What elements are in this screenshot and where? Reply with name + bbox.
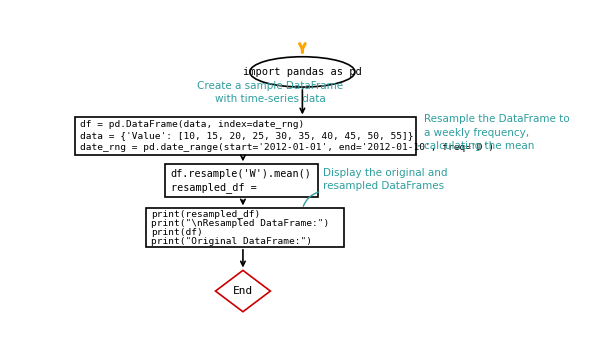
Polygon shape (215, 270, 270, 312)
Text: df.resample('W').mean(): df.resample('W').mean() (171, 169, 312, 179)
FancyArrowPatch shape (303, 192, 319, 206)
Text: End: End (233, 286, 253, 296)
Text: df = pd.DataFrame(data, index=date_rng): df = pd.DataFrame(data, index=date_rng) (80, 121, 304, 130)
Ellipse shape (250, 57, 355, 87)
Text: Resample the DataFrame to
a weekly frequency,
calculating the mean: Resample the DataFrame to a weekly frequ… (424, 114, 569, 151)
Bar (146, 208, 343, 247)
Text: print(df): print(df) (151, 228, 203, 237)
Text: print(resampled_df): print(resampled_df) (151, 209, 260, 218)
Bar (75, 117, 416, 155)
Text: data = {'Value': [10, 15, 20, 25, 30, 35, 40, 45, 50, 55]}: data = {'Value': [10, 15, 20, 25, 30, 35… (80, 131, 413, 140)
Bar (165, 164, 319, 197)
Text: date_rng = pd.date_range(start='2012-01-01', end='2012-01-10', freq='D'): date_rng = pd.date_range(start='2012-01-… (80, 142, 494, 151)
Text: resampled_df =: resampled_df = (171, 182, 257, 193)
Text: print("\nResampled DataFrame:"): print("\nResampled DataFrame:") (151, 219, 329, 228)
Text: Create a sample DataFrame
with time-series data: Create a sample DataFrame with time-seri… (197, 81, 343, 104)
Text: Display the original and
resampled DataFrames: Display the original and resampled DataF… (323, 168, 447, 191)
Text: print("Original DataFrame:"): print("Original DataFrame:") (151, 237, 312, 246)
Text: import pandas as pd: import pandas as pd (243, 67, 362, 77)
